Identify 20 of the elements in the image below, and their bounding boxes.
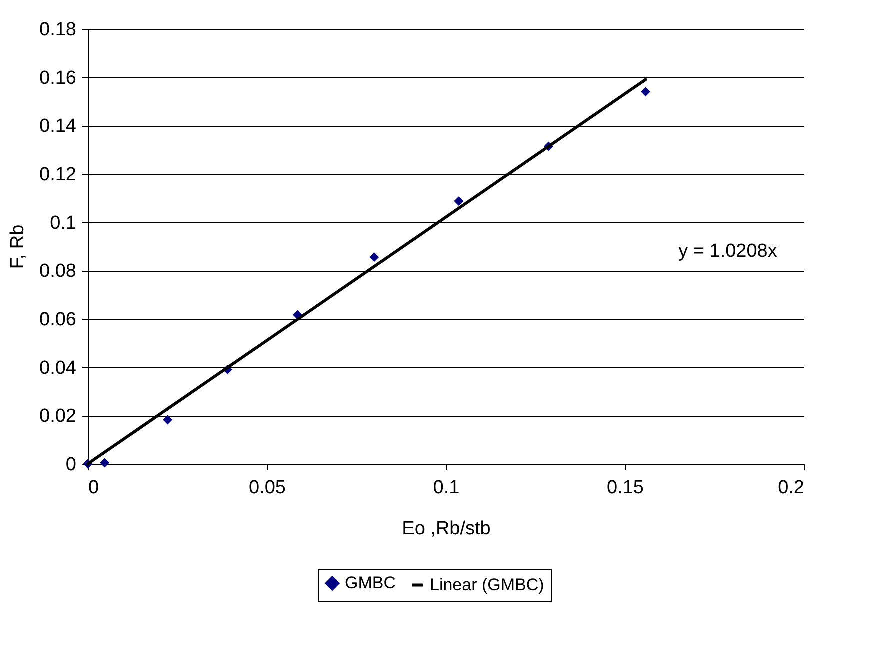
- y-tick-label: 0.06: [40, 310, 76, 330]
- y-tick-label: 0.18: [40, 20, 76, 40]
- y-tick-label: 0.1: [50, 212, 76, 234]
- x-tick-label: 0.05: [249, 478, 286, 498]
- annotation: y = 1.0208x: [678, 241, 778, 262]
- x-tick-label: 0.2: [778, 478, 804, 498]
- y-tick-label: 0.04: [40, 358, 77, 379]
- legend-label: Linear (GMBC): [430, 575, 544, 594]
- y-tick-label: 0.02: [40, 406, 76, 428]
- legend-label: GMBC: [345, 574, 396, 593]
- y-axis-title: F, Rb: [8, 224, 29, 270]
- y-tick-label: 0.14: [40, 116, 77, 138]
- x-axis-title: Eo ,Rb/stb: [402, 518, 491, 540]
- y-tick-label: 0.08: [40, 261, 76, 282]
- x-tick-label: 0.1: [433, 478, 460, 498]
- y-tick-label: 0.12: [40, 164, 76, 186]
- y-tick-label: 0.16: [40, 68, 76, 89]
- y-tick-label: 0: [66, 454, 76, 476]
- x-tick-label: 0: [88, 478, 100, 498]
- x-tick-label: 0.15: [607, 478, 644, 498]
